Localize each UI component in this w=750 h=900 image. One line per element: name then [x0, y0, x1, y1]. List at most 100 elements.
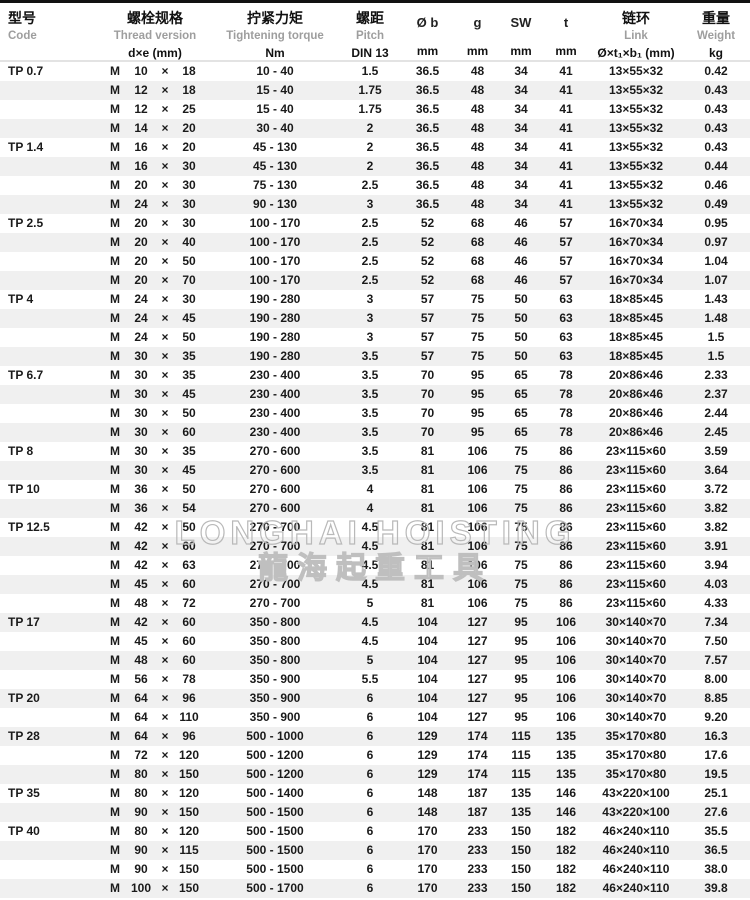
thread-part-x: × — [161, 596, 169, 610]
cell-sw: 95 — [514, 653, 528, 667]
cell-code: TP 8 — [8, 444, 34, 458]
thread-part-x: × — [161, 672, 169, 686]
cell-pitch: 3.5 — [361, 387, 379, 401]
cell-code — [0, 233, 100, 252]
cell-ob: 52 — [420, 235, 435, 249]
cell-code — [0, 100, 100, 119]
cell-t: 86 — [559, 444, 573, 458]
cell-sw: 150 — [510, 881, 532, 895]
thread-part-x: × — [161, 349, 169, 363]
cell-ob: 81 — [420, 558, 435, 572]
cell-weight: 2.45 — [704, 425, 728, 439]
cell-ob: 81 — [420, 596, 435, 610]
table-row: TP 6.7 M 30 × 35 230 - 400 3.5 70 95 65 78 20×86×46… — [0, 366, 750, 385]
thread-part-m: M — [110, 824, 120, 838]
thread-part-m: M — [110, 691, 120, 705]
cell-link: 13×55×32 — [608, 197, 664, 211]
cell-link: 18×85×45 — [608, 349, 664, 363]
cell-torque: 45 - 130 — [252, 140, 298, 154]
thread-part-m: M — [110, 596, 120, 610]
cell-weight: 7.34 — [704, 615, 728, 629]
thread-part-e: 25 — [182, 102, 196, 116]
cell-link: 23×115×60 — [605, 444, 667, 458]
cell-thread: M 90 × 150 — [100, 860, 210, 879]
cell-g: 174 — [467, 729, 488, 743]
thread-part-x: × — [161, 463, 169, 477]
cell-thread: M 20 × 30 — [100, 214, 210, 233]
thread-part-e: 150 — [178, 805, 200, 819]
thread-part-x: × — [161, 862, 169, 876]
thread-part-e: 30 — [182, 292, 196, 306]
header-t-unit: mm — [555, 44, 577, 58]
thread-part-d: 42 — [134, 539, 148, 553]
cell-pitch: 6 — [366, 786, 374, 800]
thread-part-m: M — [110, 520, 120, 534]
thread-part-e: 50 — [182, 330, 196, 344]
thread-part-x: × — [161, 767, 169, 781]
cell-thread: M 42 × 60 — [100, 613, 210, 632]
thread-part-d: 10 — [134, 64, 148, 78]
thread-part-d: 36 — [134, 482, 148, 496]
cell-weight: 3.82 — [704, 501, 728, 515]
cell-pitch: 1.75 — [358, 102, 382, 116]
thread-part-d: 36 — [134, 501, 148, 515]
cell-ob: 81 — [420, 539, 435, 553]
cell-code: TP 1.4 — [8, 140, 44, 154]
cell-link: 20×86×46 — [608, 425, 664, 439]
cell-g: 106 — [467, 482, 488, 496]
cell-link: 23×115×60 — [605, 577, 667, 591]
thread-part-x: × — [161, 330, 169, 344]
cell-pitch: 2.5 — [361, 216, 379, 230]
cell-g: 106 — [467, 520, 488, 534]
cell-weight: 16.3 — [704, 729, 728, 743]
table-row: M 64 × 110 350 - 900 6 104 127 95 106 30×140×70 9.2… — [0, 708, 750, 727]
thread-part-x: × — [161, 729, 169, 743]
thread-part-x: × — [161, 805, 169, 819]
cell-g: 68 — [470, 216, 485, 230]
thread-part-e: 50 — [182, 254, 196, 268]
cell-t: 63 — [559, 330, 573, 344]
thread-part-e: 35 — [182, 368, 196, 382]
cell-link: 13×55×32 — [608, 64, 664, 78]
cell-torque: 100 - 170 — [249, 273, 301, 287]
thread-part-x: × — [161, 311, 169, 325]
cell-t: 86 — [559, 577, 573, 591]
cell-torque: 270 - 700 — [249, 577, 301, 591]
table-row: M 72 × 120 500 - 1200 6 129 174 115 135 35×170×80 1… — [0, 746, 750, 765]
cell-sw: 34 — [514, 159, 528, 173]
table-row: TP 1.4 M 16 × 20 45 - 130 2 36.5 48 34 41 13×55×32 0… — [0, 138, 750, 157]
cell-pitch: 2 — [366, 140, 374, 154]
cell-thread: M 64 × 96 — [100, 727, 210, 746]
thread-part-d: 80 — [134, 786, 148, 800]
header-weight-zh: 重量 — [702, 10, 730, 26]
table-row: M 100 × 150 500 - 1700 6 170 233 150 182 46×240×11… — [0, 879, 750, 898]
cell-link: 20×86×46 — [608, 387, 664, 401]
table-row: M 45 × 60 350 - 800 4.5 104 127 95 106 30×140×70 7.… — [0, 632, 750, 651]
cell-pitch: 3 — [366, 311, 374, 325]
cell-ob: 129 — [417, 767, 438, 781]
cell-t: 78 — [559, 425, 573, 439]
thread-part-e: 45 — [182, 311, 196, 325]
cell-weight: 3.59 — [704, 444, 728, 458]
cell-g: 127 — [467, 615, 488, 629]
cell-sw: 115 — [511, 748, 531, 762]
thread-part-m: M — [110, 881, 120, 895]
cell-torque: 500 - 1500 — [246, 862, 304, 876]
cell-sw: 95 — [514, 691, 528, 705]
cell-pitch: 3 — [366, 197, 374, 211]
thread-part-m: M — [110, 558, 120, 572]
cell-sw: 75 — [514, 558, 528, 572]
cell-torque: 270 - 600 — [249, 444, 301, 458]
cell-code — [0, 195, 100, 214]
cell-ob: 57 — [420, 311, 435, 325]
cell-ob: 81 — [420, 482, 435, 496]
cell-code — [0, 404, 100, 423]
cell-ob: 170 — [417, 843, 438, 857]
table-row: TP 10 M 36 × 50 270 - 600 4 81 106 75 86 23×115×60 3… — [0, 480, 750, 499]
header-torque-zh: 拧紧力矩 — [247, 10, 303, 26]
cell-ob: 70 — [420, 425, 435, 439]
cell-ob: 81 — [420, 444, 435, 458]
thread-part-m: M — [110, 786, 120, 800]
cell-t: 57 — [559, 254, 573, 268]
cell-pitch: 4.5 — [361, 558, 379, 572]
